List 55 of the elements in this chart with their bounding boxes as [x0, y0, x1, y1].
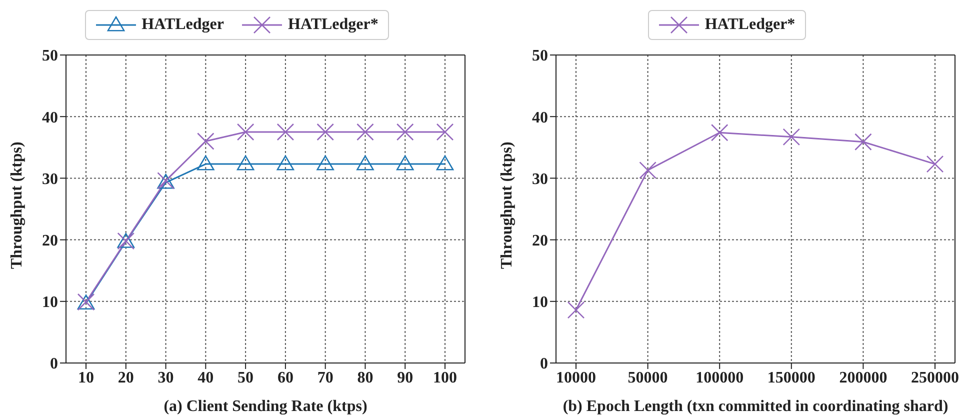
x-tick-label: 200000 — [839, 369, 888, 386]
y-tick-label: 50 — [42, 48, 58, 65]
x-tick-label: 50 — [238, 369, 254, 386]
y-tick-label: 30 — [42, 170, 58, 188]
point — [197, 132, 214, 150]
point — [782, 128, 800, 146]
y-tick-label: 40 — [42, 109, 58, 126]
point — [710, 124, 728, 142]
y-tick-label: 50 — [532, 48, 548, 65]
x-tick-label: 30 — [158, 369, 174, 386]
x-tick-label: 150000 — [767, 369, 816, 386]
point — [316, 123, 334, 141]
point — [396, 155, 414, 170]
y-tick-label: 0 — [540, 356, 548, 373]
point — [396, 123, 414, 141]
y-tick-label: 20 — [532, 232, 548, 250]
point — [854, 133, 872, 151]
x-tick-label: 20 — [118, 369, 134, 386]
y-axis-title: Throughput (ktps) — [498, 142, 516, 269]
x-tick-label: 60 — [277, 369, 294, 386]
x-tick-label: 70 — [317, 369, 334, 386]
x-axis-title: (b) Epoch Length (txn committed in coordinating shard) — [562, 398, 948, 415]
x-tick-label: 50000 — [628, 369, 668, 386]
legend-label: HATLedger* — [288, 16, 378, 34]
y-tick-label: 0 — [50, 356, 58, 373]
point — [356, 123, 374, 141]
point — [276, 155, 294, 170]
point — [316, 155, 334, 170]
y-tick-label: 10 — [42, 294, 58, 312]
point — [276, 123, 294, 141]
point — [356, 155, 374, 170]
x-tick-label: 10000 — [556, 369, 596, 386]
x-tick-label: 80 — [357, 369, 374, 386]
x-axis-title: (a) Client Sending Rate (ktps) — [164, 398, 368, 415]
y-tick-label: 10 — [532, 294, 548, 312]
point — [236, 155, 254, 170]
legend-label: HATLedger — [142, 16, 224, 34]
point — [436, 123, 454, 141]
x-tick-label: 10 — [78, 369, 94, 386]
legend-label: HATLedger* — [704, 16, 796, 34]
x-tick-label: 40 — [198, 369, 214, 386]
y-tick-label: 20 — [42, 232, 58, 250]
x-tick-label: 100000 — [696, 369, 744, 386]
x-tick-label: 250000 — [911, 369, 959, 386]
point — [567, 301, 585, 319]
y-axis-title: Throughput (ktps) — [8, 142, 26, 269]
point — [197, 155, 214, 170]
point — [236, 123, 254, 141]
y-tick-label: 30 — [532, 170, 548, 188]
point — [639, 162, 656, 179]
point — [436, 155, 454, 170]
point — [926, 155, 944, 173]
x-tick-label: 90 — [397, 369, 414, 386]
y-tick-label: 40 — [532, 109, 548, 126]
x-tick-label: 100 — [433, 369, 457, 386]
